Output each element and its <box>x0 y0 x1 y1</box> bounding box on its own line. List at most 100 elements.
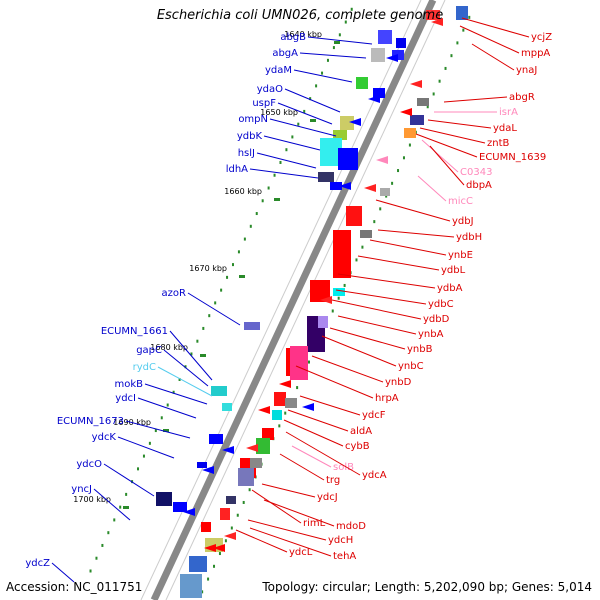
gene-arrowhead-19 <box>204 544 216 552</box>
gene-label-abgR: abgR <box>509 92 535 103</box>
gene-feature-1 <box>396 38 406 48</box>
gene-feature-13 <box>211 386 227 396</box>
minor-tick-inner <box>113 518 116 522</box>
minor-tick-inner <box>196 339 199 343</box>
gene-leader-ydaO <box>284 88 341 113</box>
minor-tick-outer <box>385 194 388 198</box>
kbp-label: 1650 kbp <box>260 108 298 117</box>
minor-tick-inner <box>190 352 193 356</box>
minor-tick-outer <box>391 181 394 185</box>
gene-leader-ydaM <box>293 69 353 83</box>
gene-leader-ydbK <box>263 135 321 151</box>
gene-leader-mppA <box>459 25 520 54</box>
gene-feature-4 <box>356 77 368 89</box>
gene-label-ynbD: ynbD <box>385 377 412 388</box>
gene-leader-ECUMN_1639 <box>415 133 478 158</box>
minor-tick-outer <box>213 564 216 568</box>
minor-tick-outer <box>248 488 251 492</box>
minor-tick-inner <box>226 275 229 279</box>
gene-label-abgB: abgB <box>280 32 306 43</box>
gene-label-azoR: azoR <box>162 288 186 299</box>
gene-leader-C0343 <box>421 139 459 173</box>
minor-tick-inner <box>184 365 187 369</box>
gene-leader-rydC <box>157 366 213 397</box>
gene-feature-39 <box>272 410 282 420</box>
gene-arrowhead-1 <box>368 95 380 103</box>
gene-label-ynaJ: ynaJ <box>516 65 537 76</box>
gene-label-ydaO: ydaO <box>257 84 283 95</box>
kbp-label: 1660 kbp <box>224 187 262 196</box>
gene-feature-0 <box>378 30 392 44</box>
gene-label-hrpA: hrpA <box>375 393 399 404</box>
gene-label-rimL: rimL <box>303 518 326 529</box>
gene-feature-34 <box>318 316 328 328</box>
minor-tick-inner <box>350 7 353 11</box>
minor-tick-inner <box>321 71 324 75</box>
gene-label-mppA: mppA <box>521 48 550 59</box>
gene-feature-43 <box>238 468 254 486</box>
gene-arrowhead-13 <box>320 296 332 304</box>
minor-tick-inner <box>231 263 234 267</box>
gene-feature-25 <box>410 115 424 125</box>
gene-label-zntB: zntB <box>487 138 510 149</box>
minor-tick-outer <box>379 207 382 211</box>
gene-feature-23 <box>426 10 440 20</box>
minor-tick-inner <box>107 531 110 535</box>
minor-tick-outer <box>218 552 221 556</box>
gene-leader-abgR <box>443 96 508 103</box>
minor-tick-outer <box>224 539 227 543</box>
kbp-major-tick <box>239 275 245 278</box>
minor-tick-outer <box>462 28 465 32</box>
gene-label-ydbK: ydbK <box>237 131 263 142</box>
minor-tick-inner <box>303 109 306 113</box>
minor-tick-inner <box>326 58 329 62</box>
minor-tick-inner <box>291 135 294 139</box>
kbp-label: 1680 kbp <box>150 343 188 352</box>
gene-label-uspF: uspF <box>252 98 276 109</box>
gene-arrowhead-2 <box>349 118 361 126</box>
minor-tick-inner <box>261 199 264 203</box>
gene-arrowhead-0 <box>386 54 398 62</box>
gene-feature-40 <box>262 428 274 440</box>
gene-feature-10 <box>318 172 334 182</box>
gene-arrowhead-17 <box>224 532 236 540</box>
gene-label-ynbE: ynbE <box>448 250 473 261</box>
gene-label-micC: micC <box>448 196 473 207</box>
minor-tick-inner <box>137 467 140 471</box>
gene-leader-mdoD <box>263 499 335 527</box>
gene-feature-15 <box>209 434 223 444</box>
gene-label-solB: solB <box>333 462 354 473</box>
gene-leader-tehA <box>249 527 332 557</box>
minor-tick-inner <box>249 224 252 228</box>
kbp-label: 1700 kbp <box>73 495 111 504</box>
gene-leader-ldhA <box>249 168 319 179</box>
minor-tick-outer <box>450 54 453 58</box>
gene-feature-9 <box>338 148 358 170</box>
minor-tick-inner <box>338 33 341 37</box>
kbp-major-tick <box>200 354 206 357</box>
gene-leader-mokB <box>144 383 208 405</box>
minor-tick-inner <box>178 377 181 381</box>
minor-tick-outer <box>331 309 334 313</box>
gene-arrowhead-8 <box>431 18 443 26</box>
gene-label-ydcJ: ydcJ <box>317 492 338 503</box>
minor-tick-inner <box>89 569 92 573</box>
gene-label-ydbJ: ydbJ <box>452 216 474 227</box>
gene-arrowhead-15 <box>258 406 270 414</box>
gene-leader-ydbL <box>357 255 440 271</box>
minor-tick-outer <box>307 360 310 364</box>
gene-feature-44 <box>226 496 236 504</box>
gene-label-ydaL: ydaL <box>493 123 517 134</box>
minor-tick-outer <box>426 105 429 109</box>
gene-label-yncJ: yncJ <box>71 484 92 495</box>
gene-label-aldA: aldA <box>350 426 372 437</box>
minor-tick-outer <box>408 143 411 147</box>
gene-feature-30 <box>360 230 372 238</box>
gene-arrowhead-7 <box>183 508 195 516</box>
gene-label-ycjZ: ycjZ <box>531 32 552 43</box>
gene-label-ydaM: ydaM <box>265 65 292 76</box>
gene-arrowhead-16 <box>246 444 258 452</box>
kbp-major-tick <box>334 41 340 44</box>
gene-leader-ydcI <box>137 397 197 419</box>
gene-label-ydcH: ydcH <box>328 535 353 546</box>
